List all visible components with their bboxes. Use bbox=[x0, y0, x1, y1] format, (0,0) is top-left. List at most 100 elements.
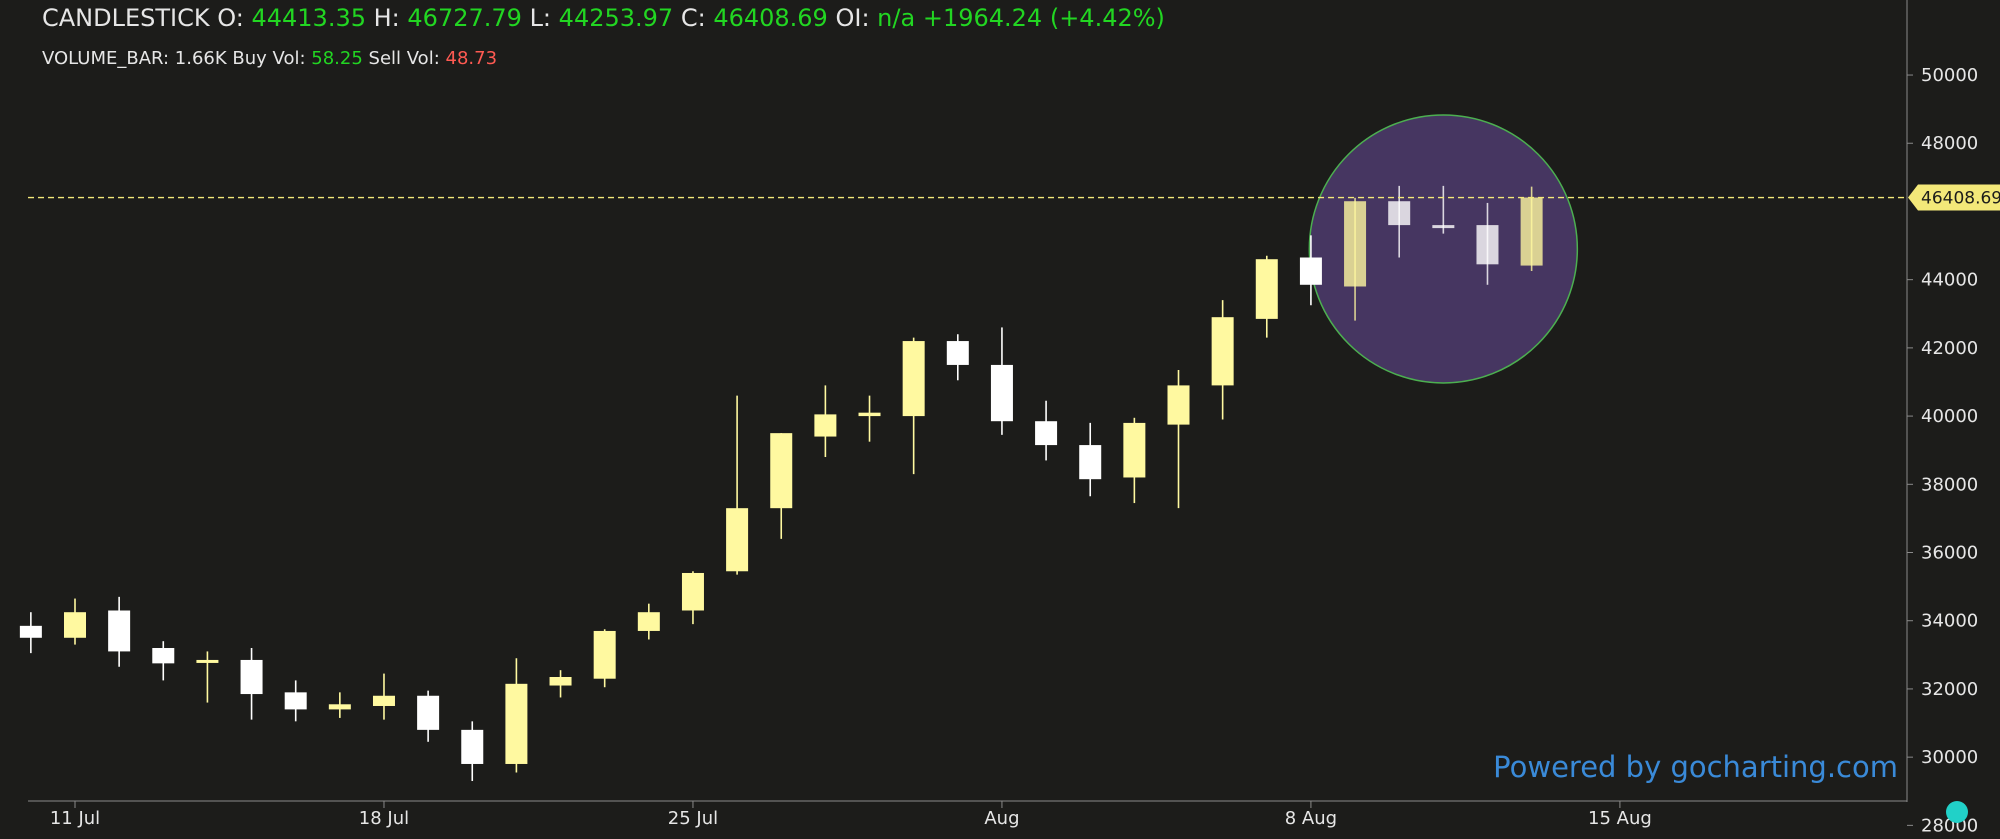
candle-body bbox=[1299, 257, 1322, 285]
candle bbox=[240, 648, 263, 720]
candle bbox=[64, 598, 86, 645]
candle bbox=[417, 690, 440, 742]
candle bbox=[946, 334, 969, 381]
candle bbox=[108, 596, 131, 667]
candle-body bbox=[637, 612, 660, 631]
close-label: C: bbox=[680, 4, 706, 32]
candle bbox=[152, 641, 175, 681]
candle bbox=[1520, 186, 1543, 272]
candle bbox=[1123, 417, 1146, 504]
candle bbox=[1211, 300, 1234, 420]
candle bbox=[814, 385, 837, 458]
watermark-link[interactable]: Powered by gocharting.com bbox=[1493, 750, 1898, 784]
low-label: L: bbox=[529, 4, 552, 32]
low-value: 44253.97 bbox=[558, 4, 674, 32]
candle-body bbox=[1035, 421, 1058, 446]
candle bbox=[1255, 255, 1278, 338]
x-tick-label: 15 Aug bbox=[1588, 808, 1652, 829]
sell-volume-value: 48.73 bbox=[445, 48, 498, 69]
candle-body bbox=[505, 683, 528, 764]
highlight-layer bbox=[1308, 114, 1579, 384]
candle bbox=[990, 327, 1013, 435]
volume-name: VOLUME_BAR: bbox=[42, 48, 170, 69]
candle-body bbox=[1079, 445, 1102, 480]
candle-body bbox=[814, 414, 837, 437]
candle bbox=[858, 395, 881, 442]
oi-value: n/a bbox=[877, 4, 916, 32]
y-tick-label: 44000 bbox=[1921, 270, 1978, 291]
candle bbox=[1035, 400, 1058, 461]
candle-body bbox=[1520, 197, 1543, 266]
candle bbox=[1476, 202, 1499, 285]
candle-body bbox=[284, 692, 307, 710]
buy-volume-value: 58.25 bbox=[311, 48, 363, 69]
volume-legend: VOLUME_BAR: 1.66K Buy Vol: 58.25 Sell Vo… bbox=[42, 48, 497, 69]
y-tick-label: 42000 bbox=[1921, 338, 1978, 359]
oi-label: OI: bbox=[835, 4, 870, 32]
status-dot-icon[interactable] bbox=[1946, 801, 1968, 823]
y-tick-label: 40000 bbox=[1921, 406, 1978, 427]
x-tick-label: Aug bbox=[984, 808, 1019, 829]
candle-body bbox=[1255, 259, 1278, 319]
candle bbox=[770, 433, 793, 539]
candle-body bbox=[1388, 201, 1411, 226]
candle bbox=[726, 395, 749, 575]
candle-body bbox=[1167, 385, 1190, 425]
candle bbox=[1344, 197, 1367, 321]
volume-value: 1.66K bbox=[174, 48, 227, 69]
candle-body bbox=[1123, 422, 1146, 478]
candle bbox=[284, 680, 307, 722]
candle bbox=[19, 612, 42, 654]
candle bbox=[372, 673, 395, 720]
highlight-circle bbox=[1308, 114, 1579, 384]
y-tick-label: 30000 bbox=[1921, 747, 1978, 768]
candle bbox=[1299, 235, 1322, 306]
buy-volume-label: Buy Vol: bbox=[232, 48, 306, 69]
y-tick-label: 48000 bbox=[1921, 133, 1978, 154]
candle-body bbox=[1211, 317, 1234, 386]
candle bbox=[505, 658, 528, 773]
candle-body bbox=[1476, 225, 1499, 265]
candle-body bbox=[593, 630, 616, 679]
series-name: CANDLESTICK bbox=[42, 4, 210, 32]
last-price-tag bbox=[1908, 184, 2000, 211]
high-label: H: bbox=[373, 4, 400, 32]
candle-body bbox=[946, 341, 969, 365]
candle-body bbox=[108, 610, 131, 652]
candle-body bbox=[770, 433, 793, 509]
candle-body bbox=[858, 412, 881, 417]
candles-layer bbox=[19, 185, 1543, 782]
candle bbox=[461, 721, 484, 782]
price-line-layer: 46408.69 bbox=[28, 184, 2000, 211]
open-value: 44413.35 bbox=[251, 4, 366, 32]
y-tick-label: 36000 bbox=[1921, 543, 1978, 564]
high-value: 46727.79 bbox=[407, 4, 522, 32]
candle-body bbox=[196, 659, 219, 663]
candle bbox=[593, 629, 616, 688]
candle-body bbox=[902, 341, 925, 417]
candle-body bbox=[64, 612, 86, 638]
candle-body bbox=[1344, 201, 1367, 287]
candle-body bbox=[549, 676, 572, 686]
ohlc-legend: CANDLESTICK O: 44413.35 H: 46727.79 L: 4… bbox=[42, 4, 1165, 32]
x-tick-label: 18 Jul bbox=[359, 808, 409, 829]
candle bbox=[1432, 185, 1455, 234]
candle bbox=[549, 670, 572, 698]
candle bbox=[1079, 422, 1102, 497]
sell-volume-label: Sell Vol: bbox=[368, 48, 440, 69]
candle-body bbox=[461, 729, 484, 764]
candle bbox=[328, 692, 351, 718]
candle-body bbox=[1432, 225, 1455, 229]
x-tick-label: 8 Aug bbox=[1285, 808, 1337, 829]
change-percent: (+4.42%) bbox=[1049, 4, 1165, 32]
candle-body bbox=[681, 572, 704, 611]
x-tick-label: 11 Jul bbox=[50, 808, 100, 829]
candle bbox=[902, 337, 925, 475]
y-tick-label: 50000 bbox=[1921, 65, 1978, 86]
candle-body bbox=[240, 659, 263, 695]
candle-body bbox=[417, 695, 440, 730]
candle bbox=[681, 571, 704, 625]
candle-body bbox=[152, 648, 175, 664]
